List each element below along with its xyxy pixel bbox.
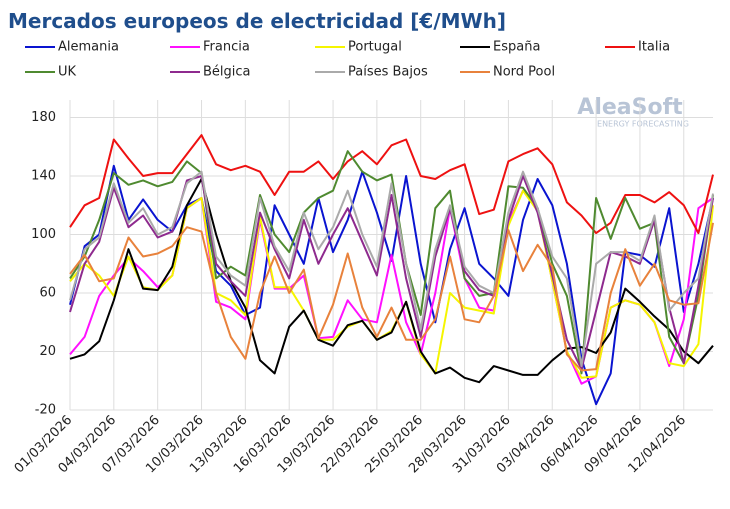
watermark-brand: AleaSoft — [577, 95, 683, 120]
series-line — [69, 189, 714, 379]
legend-label: Países Bajos — [348, 65, 428, 80]
y-tick-label: -20 — [35, 403, 56, 418]
legend-label: España — [493, 40, 540, 55]
series-line — [69, 178, 714, 384]
y-tick-label: 60 — [39, 286, 56, 301]
y-tick-label: 140 — [31, 169, 56, 184]
series-line — [69, 164, 714, 406]
series-line — [69, 170, 714, 368]
legend-label: Bélgica — [203, 65, 251, 80]
legend-label: Francia — [203, 40, 250, 55]
series-line — [69, 150, 714, 375]
y-tick-label: 20 — [39, 344, 56, 359]
legend-label: Portugal — [348, 40, 402, 55]
series-line — [69, 222, 714, 372]
legend-label: Italia — [638, 40, 670, 55]
watermark-tagline: ENERGY FORECASTING — [597, 120, 689, 129]
legend-label: Alemania — [58, 40, 119, 55]
legend-label: UK — [58, 65, 77, 80]
y-tick-label: 180 — [31, 110, 56, 125]
chart-title: Mercados europeos de electricidad [€/MWh… — [8, 9, 506, 33]
y-tick-label: 100 — [31, 227, 56, 242]
legend-label: Nord Pool — [493, 65, 555, 80]
